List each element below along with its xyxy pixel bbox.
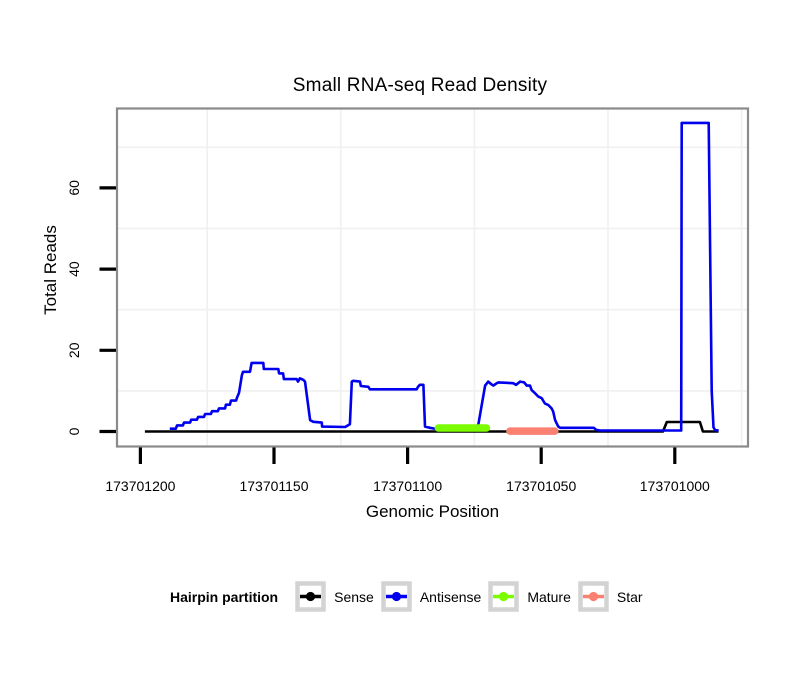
y-tick-label: 0 [66,427,82,435]
x-tick-label: 173701150 [239,478,308,494]
y-tick-label: 40 [66,261,82,277]
legend-item-mature: Mature [488,581,571,612]
panel-border [115,107,750,448]
legend-label-star: Star [616,588,643,605]
legend-item-star: Star [578,581,643,612]
series-sense [144,420,719,433]
legend-key-mature-icon [488,581,520,612]
legend-key-star-icon [578,581,609,612]
x-tick-label: 173701100 [373,478,442,494]
legend-item-sense: Sense [295,581,374,612]
x-axis-title: Genomic Position [365,502,500,521]
legend-item-antisense: Antisense [381,581,481,612]
legend-items: Sense Antisense Mature Star [295,581,649,612]
chart-title: Small RNA-seq Read Density [292,75,548,96]
series-antisense [169,121,719,432]
legend-label-sense: Sense [334,588,374,605]
x-tick-label: 173701000 [640,478,710,494]
legend-title: Hairpin partition [170,588,279,605]
x-tick-label: 173701200 [105,478,175,494]
legend-key-antisense-icon [381,581,412,612]
legend: Hairpin partition Sense Antisense Mature St… [170,581,650,612]
legend-label-mature: Mature [527,588,571,605]
y-tick-label: 20 [66,342,82,358]
legend-key-sense-icon [295,581,326,612]
chart-canvas: 173701200 173701150 173701100 173701050 1737… [66,107,750,494]
legend-label-antisense: Antisense [419,588,482,605]
y-tick-label: 60 [66,180,82,196]
x-tick-label: 173701050 [506,478,576,494]
